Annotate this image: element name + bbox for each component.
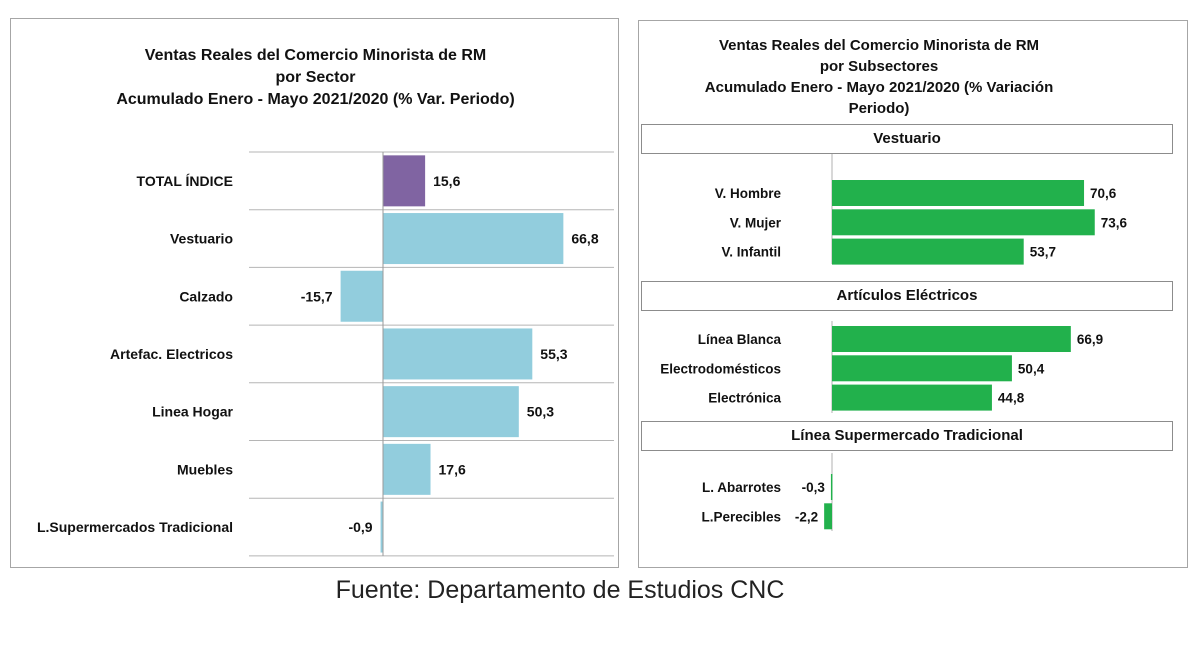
category-label-total-indice: TOTAL ÍNDICE [137, 173, 233, 189]
group-header-articulos-electricos: Artículos Eléctricos [641, 281, 1173, 311]
bar-muebles [383, 443, 431, 495]
bar-linea-blanca [832, 326, 1071, 352]
category-label-v-hombre: V. Hombre [715, 186, 782, 201]
category-label-l-perecibles: L.Perecibles [701, 509, 781, 524]
sector-chart-title-line-2: por Sector [275, 69, 356, 86]
subsector-chart-title-line-2: por Subsectores [819, 58, 939, 75]
data-label-linea-hogar: 50,3 [527, 404, 554, 420]
data-label-linea-blanca: 66,9 [1077, 332, 1103, 347]
subsector-chart-title: Ventas Reales del Comercio Minorista de … [639, 35, 1119, 119]
data-label-v-mujer: 73,6 [1101, 215, 1128, 230]
subsector-chart-plot: V. Hombre 70,6 V. Mujer 73,6 V. Infantil 53,7… [660, 154, 1128, 531]
bar-l-supermercados-tradicional [380, 501, 383, 553]
category-label-v-infantil: V. Infantil [721, 245, 781, 260]
category-label-linea-blanca: Línea Blanca [698, 332, 782, 347]
category-label-vestuario: Vestuario [170, 231, 233, 247]
bar-electronica [832, 384, 992, 411]
data-label-calzado: -15,7 [301, 288, 333, 304]
subsector-chart-title-line-4: Periodo) [848, 100, 910, 117]
bar-vestuario [383, 213, 564, 265]
bar-v-mujer [832, 209, 1095, 236]
category-label-l-abarrotes: L. Abarrotes [702, 480, 781, 495]
category-label-muebles: Muebles [177, 461, 233, 477]
group-header-vestuario: Vestuario [641, 124, 1173, 154]
bar-l-perecibles [824, 503, 832, 530]
sector-chart-title-line-3: Acumulado Enero - Mayo 2021/2020 (% Var.… [116, 91, 515, 108]
bar-l-abarrotes [830, 474, 833, 500]
data-label-muebles: 17,6 [439, 461, 466, 477]
data-label-l-supermercados-tradicional: -0,9 [348, 519, 372, 535]
category-label-electronica: Electrónica [708, 391, 781, 406]
subsector-chart-title-line-3: Acumulado Enero - Mayo 2021/2020 (% Vari… [704, 79, 1054, 96]
sector-chart-title-line-1: Ventas Reales del Comercio Minorista de … [144, 47, 487, 64]
bar-v-infantil [832, 238, 1024, 265]
data-label-artefac-electricos: 55,3 [540, 346, 567, 362]
bar-v-hombre [832, 180, 1085, 206]
sector-chart-title: Ventas Reales del Comercio Minorista de … [11, 45, 620, 111]
bar-electrodomesticos [832, 355, 1012, 382]
category-label-artefac-electricos: Artefac. Electricos [110, 346, 233, 362]
data-label-l-abarrotes: -0,3 [802, 480, 826, 495]
data-label-electronica: 44,8 [998, 391, 1025, 406]
sector-chart-plot: TOTAL ÍNDICE 15,6 Vestuario 66,8 Calzado -15,… [37, 151, 614, 557]
subsector-chart-title-line-1: Ventas Reales del Comercio Minorista de … [718, 37, 1040, 54]
data-label-l-perecibles: -2,2 [795, 509, 818, 524]
category-label-l-supermercados-tradicional: L.Supermercados Tradicional [37, 519, 233, 535]
data-label-electrodomesticos: 50,4 [1018, 361, 1045, 376]
bar-total-indice [383, 155, 426, 207]
group-header-supermercado: Línea Supermercado Tradicional [641, 421, 1173, 451]
data-label-total-indice: 15,6 [433, 173, 460, 189]
sector-chart-panel: Ventas Reales del Comercio Minorista de … [10, 18, 619, 568]
data-label-v-hombre: 70,6 [1090, 186, 1117, 201]
source-note: Fuente: Departamento de Estudios CNC [335, 576, 785, 604]
bar-linea-hogar [383, 386, 519, 438]
category-label-electrodomesticos: Electrodomésticos [660, 361, 781, 376]
bar-artefac-electricos [383, 328, 533, 380]
data-label-vestuario: 66,8 [571, 231, 598, 247]
data-label-v-infantil: 53,7 [1030, 245, 1056, 260]
category-label-v-mujer: V. Mujer [730, 215, 782, 230]
subsector-chart-panel: Ventas Reales del Comercio Minorista de … [638, 20, 1188, 568]
bar-calzado [340, 270, 383, 322]
category-label-calzado: Calzado [179, 288, 233, 304]
category-label-linea-hogar: Linea Hogar [152, 404, 233, 420]
